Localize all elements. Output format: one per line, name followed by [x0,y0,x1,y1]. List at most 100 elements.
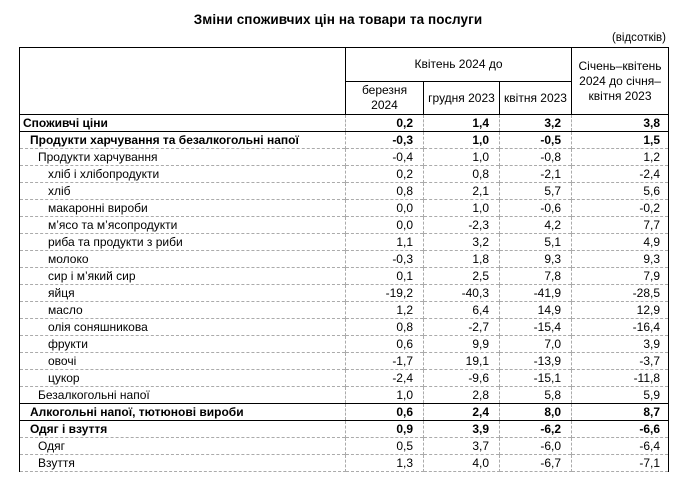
table-row: м’ясо та м’ясопродукти 0,0 -2,3 4,2 7,7 [19,216,670,234]
row-value: -15,4 [499,318,573,336]
table-row: овочі -1,7 19,1 -13,9 -3,7 [19,352,670,370]
row-value: 1,5 [571,131,670,149]
row-value: 1,2 [345,301,424,319]
row-value: 3,9 [571,335,670,353]
row-value: 14,9 [499,301,573,319]
table-row: хліб і хлібопродукти 0,2 0,8 -2,1 -2,4 [19,165,670,183]
table-row: масло 1,2 6,4 14,9 12,9 [19,301,670,319]
row-value: -9,6 [423,369,500,387]
table-row: хліб 0,8 2,1 5,7 5,6 [19,182,670,200]
row-value: 7,9 [571,267,670,285]
row-value: -7,1 [571,454,670,472]
row-value: 8,7 [571,403,670,421]
table-row: Одяг 0,5 3,7 -6,0 -6,4 [19,437,670,455]
period-column-header: Січень–квітень 2024 до січня–квітня 2023 [571,47,670,115]
page-title: Зміни споживчих цін на товари та послуги [193,12,483,27]
row-value: 2,4 [423,403,500,421]
row-value: 0,2 [345,165,424,183]
row-value: 12,9 [571,301,670,319]
row-value: -41,9 [499,284,573,302]
row-value: -6,0 [499,437,573,455]
row-value: 7,8 [499,267,573,285]
row-value: 9,3 [571,250,670,268]
row-value: -40,3 [423,284,500,302]
row-label: фрукти [19,335,346,353]
row-value: 1,8 [423,250,500,268]
column-header-december-2023: грудня 2023 [423,81,500,115]
row-value: 7,0 [499,335,573,353]
table-row: Взуття 1,3 4,0 -6,7 -7,1 [19,454,670,472]
row-value: 1,2 [571,148,670,166]
column-header-april-2023: квітня 2023 [498,81,573,115]
row-label: Взуття [19,454,346,472]
row-value: -2,1 [499,165,573,183]
column-header-march-2024: березня 2024 [345,81,424,115]
row-label-header-empty [19,47,346,115]
row-value: 0,5 [345,437,424,455]
row-value: -28,5 [571,284,670,302]
row-value: 0,8 [345,182,424,200]
row-label: хліб і хлібопродукти [19,165,346,183]
column-group-header: Квітень 2024 до [344,47,573,82]
row-label: яйця [19,284,346,302]
row-value: -13,9 [499,352,573,370]
table-row: макаронні вироби 0,0 1,0 -0,6 -0,2 [19,199,670,217]
row-value: 5,9 [571,386,670,404]
row-value: -0,8 [499,148,573,166]
row-value: 0,6 [345,403,424,421]
row-value: -3,7 [571,352,670,370]
row-value: -6,7 [499,454,573,472]
table-row: Безалкогольні напої 1,0 2,8 5,8 5,9 [19,386,670,404]
table-row: Одяг і взуття 0,9 3,9 -6,2 -6,6 [19,420,670,438]
row-value: 4,0 [423,454,500,472]
row-value: 4,9 [571,233,670,251]
row-value: 3,2 [423,233,500,251]
row-value: 0,0 [345,216,424,234]
row-value: 1,0 [423,199,500,217]
table-row: Алкогольні напої, тютюнові вироби 0,6 2,… [19,403,670,421]
row-value: -0,4 [345,148,424,166]
row-label: м’ясо та м’ясопродукти [19,216,346,234]
row-value: 0,6 [345,335,424,353]
row-value: 5,1 [499,233,573,251]
price-changes-table: Квітень 2024 до Січень–квітень 2024 до с… [19,47,670,472]
row-value: 3,8 [571,114,670,132]
row-value: 2,8 [423,386,500,404]
row-label: масло [19,301,346,319]
row-value: 5,8 [499,386,573,404]
row-value: -0,2 [571,199,670,217]
row-label: Продукти харчування [19,148,346,166]
table-row: сир і м’який сир 0,1 2,5 7,8 7,9 [19,267,670,285]
table-row: Продукти харчування -0,4 1,0 -0,8 1,2 [19,148,670,166]
table-row: Продукти харчування та безалкогольні нап… [19,131,670,149]
row-value: -16,4 [571,318,670,336]
row-value: 1,4 [423,114,500,132]
row-value: 0,2 [345,114,424,132]
row-value: -2,7 [423,318,500,336]
row-label: Споживчі ціни [19,114,346,132]
row-value: 4,2 [499,216,573,234]
row-value: -2,4 [345,369,424,387]
row-value: 0,9 [345,420,424,438]
table-row: молоко -0,3 1,8 9,3 9,3 [19,250,670,268]
row-value: 0,8 [345,318,424,336]
row-label: цукор [19,369,346,387]
row-value: 1,1 [345,233,424,251]
row-value: -6,6 [571,420,670,438]
row-value: 1,0 [345,386,424,404]
row-value: 3,9 [423,420,500,438]
row-value: -2,4 [571,165,670,183]
row-value: -0,5 [499,131,573,149]
row-value: -6,2 [499,420,573,438]
row-value: 1,0 [423,148,500,166]
row-value: -2,3 [423,216,500,234]
row-label: хліб [19,182,346,200]
row-label: Продукти харчування та безалкогольні нап… [19,131,346,149]
row-value: 1,3 [345,454,424,472]
row-value: -6,4 [571,437,670,455]
row-label: макаронні вироби [19,199,346,217]
row-value: 9,3 [499,250,573,268]
table-row: фрукти 0,6 9,9 7,0 3,9 [19,335,670,353]
row-value: -0,3 [345,131,424,149]
table-body: Споживчі ціни 0,2 1,4 3,2 3,8 Продукти х… [19,114,670,472]
